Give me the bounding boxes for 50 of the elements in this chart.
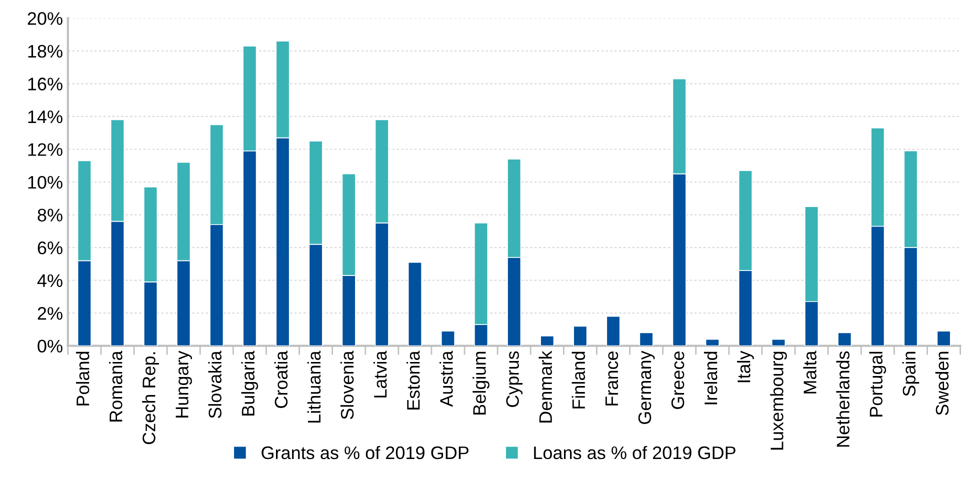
- x-tick-label: Luxembourg: [770, 352, 787, 450]
- bar: [771, 338, 786, 346]
- x-tick-label: Germany: [638, 350, 655, 424]
- x-tick-label: Malta: [803, 350, 816, 394]
- x-tick-label: Finland: [572, 352, 586, 408]
- bar: [408, 262, 422, 346]
- x-tick-label: Poland: [76, 352, 90, 406]
- x-tick-label: Denmark: [538, 350, 552, 422]
- x-tick-label: Netherlands: [836, 351, 850, 447]
- x-tick-label: Romania: [109, 350, 122, 422]
- x-tick-label: Czech Rep.: [142, 352, 159, 444]
- y-tick-label: 0%: [38, 340, 62, 353]
- bar: [540, 336, 554, 346]
- x-tick-label: Latvia: [373, 350, 387, 398]
- x-tick-label: Ireland: [704, 352, 718, 404]
- x-tick-label: Slovakia: [208, 350, 222, 418]
- y-tick-label: 14%: [28, 110, 62, 124]
- bar: [440, 330, 456, 346]
- bar: [838, 332, 852, 346]
- x-tick-label: Croatia: [274, 350, 288, 408]
- bar: [573, 326, 588, 346]
- bar: [936, 330, 951, 346]
- y-tick-label: 6%: [38, 241, 62, 254]
- x-tick-label: Belgium: [472, 352, 490, 414]
- y-tick-label: 10%: [28, 176, 62, 189]
- x-tick-label: Slovenia: [340, 350, 354, 420]
- y-tick-label: 20%: [28, 12, 62, 25]
- x-tick-label: Lithuania: [307, 350, 321, 422]
- x-tick-label: Italy: [737, 350, 754, 382]
- x-tick-label: Spain: [902, 352, 920, 396]
- x-tick-label: Bulgaria: [241, 350, 258, 416]
- legend-label: Grants as % of 2019 GDP: [262, 446, 468, 460]
- y-tick-label: 2%: [38, 307, 62, 320]
- y-tick-label: 4%: [37, 274, 62, 287]
- x-tick-label: France: [606, 351, 618, 406]
- y-tick-label: 16%: [28, 78, 62, 90]
- x-tick-label: Sweden: [935, 352, 949, 416]
- bar: [606, 316, 620, 346]
- x-tick-label: Hungary: [176, 350, 192, 418]
- legend-label: Loans as % of 2019 GDP: [534, 446, 736, 460]
- y-tick-label: 12%: [28, 143, 62, 156]
- bar: [639, 332, 654, 346]
- x-tick-label: Portugal: [869, 352, 886, 416]
- y-tick-label: 18%: [28, 44, 62, 58]
- x-tick-label: Cyprus: [506, 351, 523, 407]
- x-tick-label: Estonia: [406, 350, 420, 410]
- bar: [705, 338, 720, 346]
- x-tick-label: Greece: [671, 351, 684, 409]
- x-tick-label: Austria: [440, 350, 453, 407]
- y-tick-label: 8%: [38, 208, 62, 222]
